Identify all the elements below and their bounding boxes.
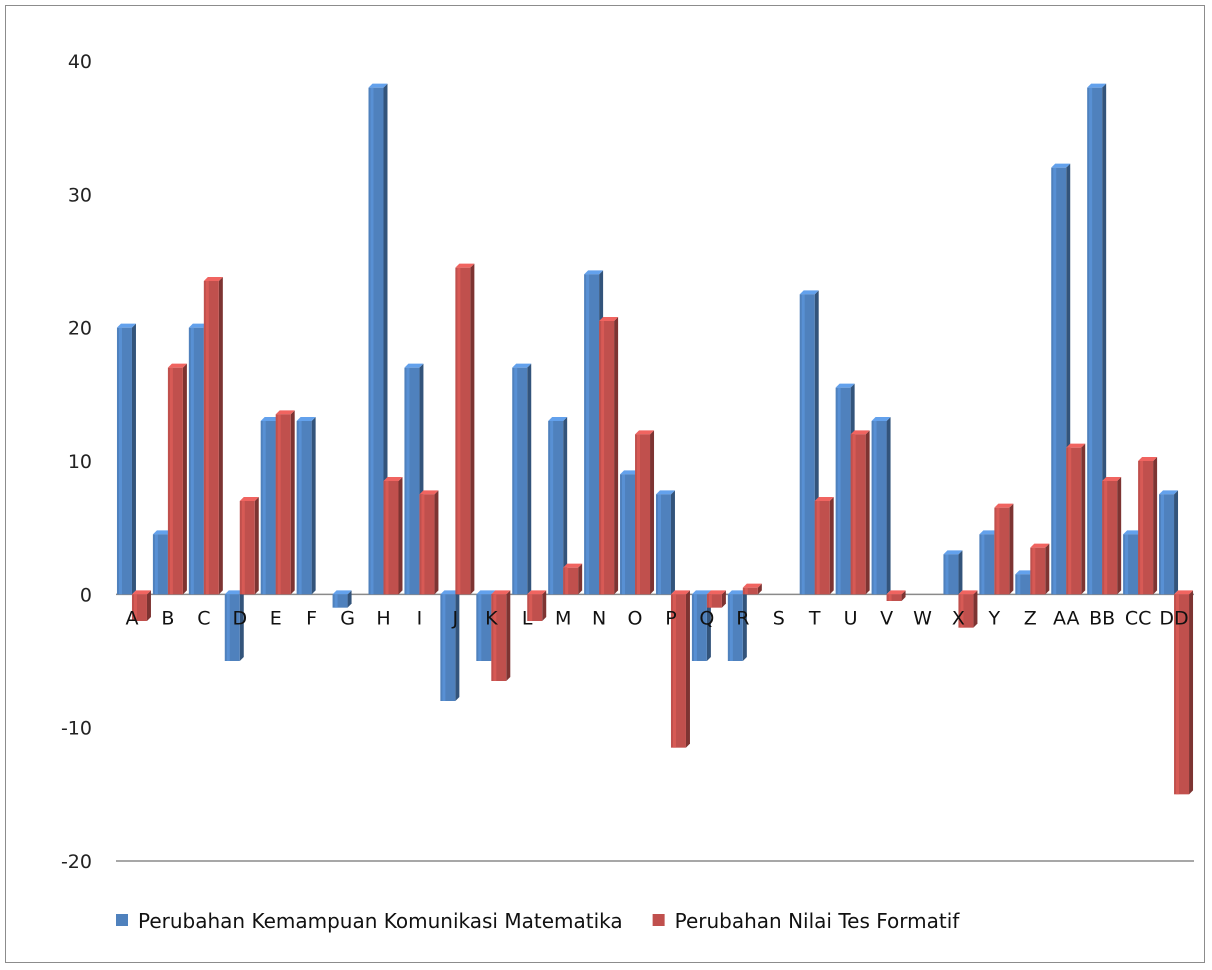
x-category-label: DD [1159,607,1188,629]
y-axis-labels: 40 30 20 10 0 -10 -20 [61,51,92,873]
x-category-label: C [197,607,210,629]
bar-komunikasi-m [548,417,568,595]
legend-label: Perubahan Kemampuan Komunikasi Matematik… [138,909,623,933]
bar-komunikasi-h [368,83,388,595]
x-category-label: K [485,607,498,629]
x-category-label: Y [988,607,1001,629]
bar-komunikasi-j [440,590,460,701]
x-category-label: O [628,607,643,629]
legend-swatch [652,914,665,926]
legend: Perubahan Kemampuan Komunikasi Matematik… [116,909,960,933]
x-category-label: J [452,607,459,629]
bar-tes-formatif-dd [1174,590,1194,795]
bar-komunikasi-q [691,590,711,661]
bar-tes-formatif-cc [1138,457,1158,595]
bar-komunikasi-p [655,490,675,595]
x-category-label: X [952,607,965,629]
bar-tes-formatif-t [814,497,834,595]
bar-tes-formatif-i [419,490,439,595]
bar-komunikasi-x [943,550,963,595]
bar-tes-formatif-aa [1066,443,1086,595]
y-tick-label: -20 [61,851,92,873]
x-category-label: U [844,607,858,629]
bar-komunikasi-g [332,590,352,608]
bar-tes-formatif-y [994,503,1014,595]
bar-komunikasi-l [512,363,532,595]
bar-tes-formatif-d [239,497,259,595]
bar-tes-formatif-c [203,277,223,595]
legend-label: Perubahan Nilai Tes Formatif [675,909,961,933]
x-category-label: I [417,607,423,629]
y-tick-label: 0 [80,584,92,606]
x-category-label: N [592,607,606,629]
x-category-label: A [125,607,138,629]
bar-tes-formatif-z [1030,543,1050,595]
x-category-label: BB [1089,607,1115,629]
gridlines [116,593,1194,862]
bar-tes-formatif-a [131,590,151,621]
x-category-label: AA [1053,607,1080,629]
x-category-label: P [665,607,676,629]
legend-swatch [116,914,128,926]
bars [116,83,1194,795]
bar-komunikasi-d [224,590,244,661]
bar-tes-formatif-j [455,263,475,595]
x-category-label: CC [1125,607,1152,629]
bar-tes-formatif-m [563,563,583,595]
bar-tes-formatif-k [491,590,511,681]
x-category-label: G [340,607,355,629]
bar-komunikasi-v [871,417,891,595]
bar-tes-formatif-x [958,590,978,628]
bar-tes-formatif-b [167,363,187,595]
x-category-label: F [306,607,317,629]
x-category-label: V [880,607,893,629]
x-category-label: D [232,607,247,629]
bar-tes-formatif-p [670,590,690,748]
bar-komunikasi-f [296,417,316,595]
x-category-label: Z [1024,607,1037,629]
x-category-label: L [522,607,533,629]
y-tick-label: 40 [68,51,92,73]
x-category-label: R [736,607,749,629]
bar-tes-formatif-n [599,317,619,595]
x-category-label: B [161,607,174,629]
bar-komunikasi-dd [1159,490,1179,595]
bar-komunikasi-bb [1087,83,1107,595]
bar-komunikasi-r [727,590,747,661]
y-tick-label: -10 [61,718,92,740]
bar-tes-formatif-e [275,410,295,595]
legend-item-tes-formatif: Perubahan Nilai Tes Formatif [652,909,961,933]
x-category-label: E [270,607,282,629]
bar-tes-formatif-u [850,430,870,595]
bar-tes-formatif-v [886,590,906,601]
bar-tes-formatif-r [742,583,762,595]
bar-tes-formatif-l [527,590,547,621]
y-tick-label: 30 [68,184,92,206]
y-tick-label: 10 [68,451,92,473]
bar-tes-formatif-h [383,477,403,595]
bar-tes-formatif-bb [1102,477,1122,595]
x-category-label: W [913,607,932,629]
x-category-label: S [773,607,785,629]
y-tick-label: 20 [68,318,92,340]
x-category-label: T [808,607,821,629]
bar-komunikasi-a [116,323,136,595]
x-category-label: H [376,607,390,629]
x-axis-labels: A B C D E F G H I J K L M N O P Q R S T U V W X Y Z AA BB CC DD [125,607,1188,629]
x-category-label: Q [699,607,714,629]
x-category-label: M [555,607,571,629]
bar-tes-formatif-q [706,590,726,608]
legend-item-komunikasi: Perubahan Kemampuan Komunikasi Matematik… [116,909,623,933]
bar-tes-formatif-o [635,430,655,595]
